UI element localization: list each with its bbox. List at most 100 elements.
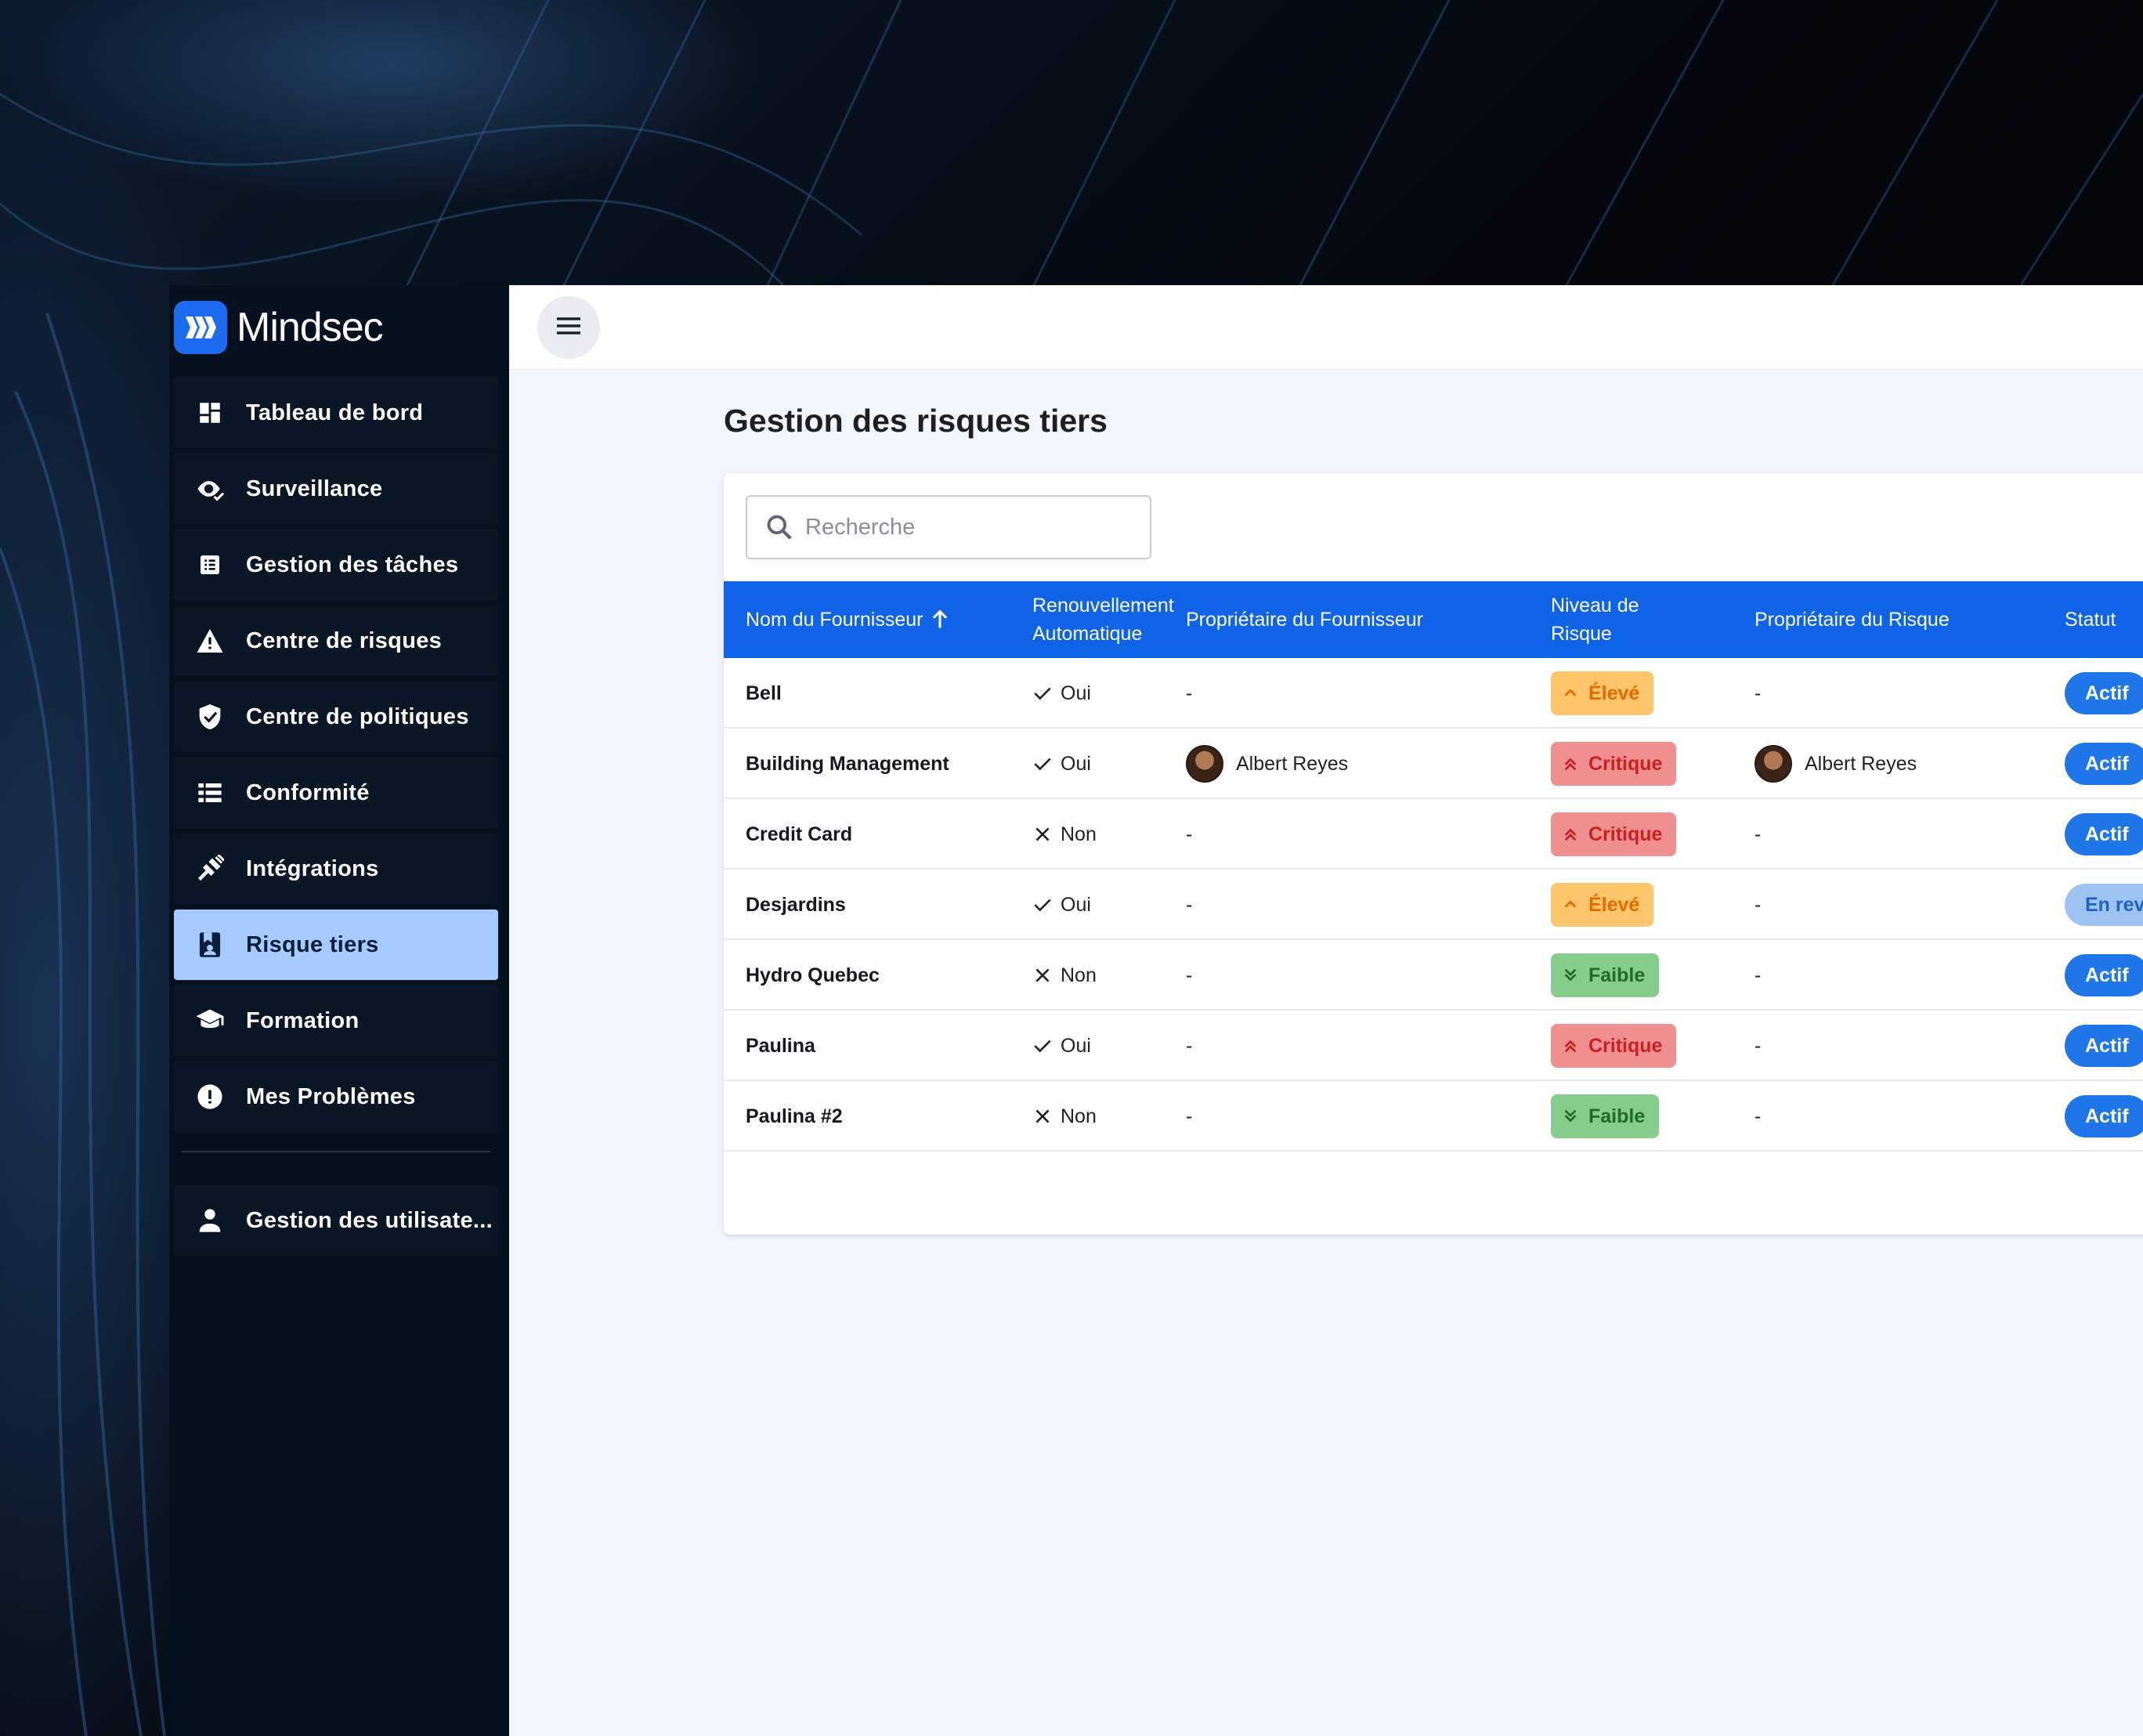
- sidebar-item-gestion-des-taches[interactable]: Gestion des tâches: [174, 530, 498, 600]
- status-badge[interactable]: Actif: [2065, 813, 2143, 855]
- risk-level-cell: Élevé: [1551, 658, 1654, 729]
- table-row[interactable]: Credit Card Non - Critique - Actif: [724, 799, 2143, 870]
- sort-ascending-icon[interactable]: [929, 609, 951, 631]
- graduation-cap-icon: [194, 1005, 226, 1036]
- vendor-owner-cell: -: [1186, 1081, 1192, 1152]
- status-badge[interactable]: Actif: [2065, 1095, 2143, 1137]
- vendor-owner-cell: -: [1186, 658, 1192, 729]
- auto-renewal-value: Non: [1061, 964, 1097, 986]
- chevron-up-icon: [1562, 685, 1579, 702]
- vendor-name-cell: Credit Card: [746, 799, 852, 870]
- sidebar-item-conformite[interactable]: Conformité: [174, 758, 498, 828]
- table-body: Bell Oui - Élevé - Actif Building Management Ou…: [724, 658, 2143, 1152]
- owner-name: Albert Reyes: [1236, 752, 1349, 775]
- risk-level-badge: Faible: [1551, 1094, 1660, 1138]
- vendor-name: Hydro Quebec: [746, 964, 880, 986]
- column-header-vendor-name[interactable]: Nom du Fournisseur: [746, 581, 951, 658]
- menu-toggle-button[interactable]: [537, 296, 600, 359]
- status-badge[interactable]: Actif: [2065, 743, 2143, 785]
- vendor-risk-icon: [194, 929, 226, 960]
- sidebar-item-integrations[interactable]: Intégrations: [174, 834, 498, 904]
- column-header-auto-renewal[interactable]: Renouvellement Automatique: [1032, 581, 1174, 658]
- column-header-label-line-1: Niveau de: [1551, 595, 1639, 617]
- sidebar-item-centre-de-politiques[interactable]: Centre de politiques: [174, 682, 498, 752]
- check-icon: [1032, 754, 1053, 774]
- sidebar-item-surveillance[interactable]: Surveillance: [174, 454, 498, 524]
- vendor-owner-cell: -: [1186, 799, 1192, 870]
- auto-renewal-cell: Non: [1032, 799, 1097, 870]
- top-bar: [509, 285, 2143, 370]
- vendor-name-cell: Bell: [746, 658, 782, 729]
- shield-check-icon: [194, 701, 226, 732]
- auto-renewal-cell: Non: [1032, 1081, 1097, 1152]
- risk-level-badge: Élevé: [1551, 671, 1654, 715]
- empty-value: -: [1186, 893, 1193, 916]
- sidebar-item-label: Conformité: [246, 779, 370, 805]
- sidebar-item-centre-de-risques[interactable]: Centre de risques: [174, 606, 498, 676]
- sidebar-item-label: Gestion des utilisate...: [246, 1207, 493, 1233]
- risk-level-badge: Critique: [1551, 812, 1677, 856]
- sidebar-item-tableau-de-bord[interactable]: Tableau de bord: [174, 378, 498, 448]
- sidebar-item-label: Gestion des tâches: [246, 552, 459, 577]
- column-header-label: Propriétaire du Risque: [1755, 609, 1950, 631]
- sidebar: Mindsec Tableau de bord Surveillance Ges…: [169, 285, 509, 1736]
- vendor-name: Paulina #2: [746, 1105, 843, 1127]
- main-content: Gestion des risques tiers Nom du Fournis…: [509, 370, 2143, 1736]
- auto-renewal-cell: Oui: [1032, 870, 1091, 940]
- empty-value: -: [1755, 1105, 1762, 1127]
- status-badge[interactable]: Actif: [2065, 1025, 2143, 1067]
- status-cell: Actif: [2065, 729, 2143, 799]
- hamburger-menu-icon: [555, 316, 582, 340]
- vendor-name: Paulina: [746, 1034, 815, 1057]
- plug-icon: [194, 853, 226, 884]
- risk-level-cell: Critique: [1551, 799, 1677, 870]
- status-cell: Actif: [2065, 1081, 2143, 1152]
- avatar: [1186, 745, 1223, 783]
- sidebar-item-mes-problemes[interactable]: Mes Problèmes: [174, 1061, 498, 1132]
- column-header-risk-level[interactable]: Niveau de Risque: [1551, 581, 1639, 658]
- table-row[interactable]: Desjardins Oui - Élevé - En rev: [724, 870, 2143, 940]
- column-header-vendor-owner[interactable]: Propriétaire du Fournisseur: [1186, 581, 1423, 658]
- dashboard-icon: [194, 397, 226, 429]
- risk-level-badge: Critique: [1551, 742, 1677, 786]
- sidebar-item-label: Formation: [246, 1007, 360, 1033]
- risk-owner-cell: Albert Reyes: [1755, 729, 1917, 799]
- risk-level-cell: Faible: [1551, 940, 1660, 1011]
- status-cell: Actif: [2065, 658, 2143, 729]
- column-header-status[interactable]: Statut: [2065, 581, 2116, 658]
- table-row[interactable]: Building Management Oui Albert Reyes Critiq…: [724, 729, 2143, 799]
- table-row[interactable]: Paulina #2 Non - Faible - Actif: [724, 1081, 2143, 1152]
- double-chevron-down-icon: [1562, 967, 1579, 984]
- sidebar-item-formation[interactable]: Formation: [174, 986, 498, 1056]
- double-chevron-up-icon: [1562, 755, 1579, 772]
- check-icon: [1032, 683, 1053, 703]
- app-name: Mindsec: [237, 305, 384, 350]
- column-header-label-line-2: Automatique: [1032, 623, 1143, 645]
- user-icon: [194, 1205, 226, 1236]
- table-row[interactable]: Paulina Oui - Critique - Actif: [724, 1011, 2143, 1081]
- empty-value: -: [1755, 682, 1762, 704]
- sidebar-item-label: Centre de politiques: [246, 703, 469, 729]
- empty-value: -: [1186, 964, 1193, 986]
- status-badge[interactable]: En rev: [2065, 884, 2143, 926]
- table-row[interactable]: Hydro Quebec Non - Faible - Actif: [724, 940, 2143, 1011]
- sidebar-item-label: Intégrations: [246, 855, 379, 881]
- sidebar-item-gestion-des-utilisateurs[interactable]: Gestion des utilisate...: [174, 1185, 498, 1256]
- check-icon: [1032, 895, 1053, 915]
- list-icon: [194, 777, 226, 808]
- auto-renewal-value: Oui: [1061, 1034, 1091, 1057]
- sidebar-item-risque-tiers[interactable]: Risque tiers: [174, 910, 498, 980]
- column-header-risk-owner[interactable]: Propriétaire du Risque: [1755, 581, 1950, 658]
- search-input[interactable]: [805, 514, 1134, 541]
- app-logo[interactable]: Mindsec: [174, 301, 384, 354]
- empty-value: -: [1755, 1034, 1762, 1057]
- table-row[interactable]: Bell Oui - Élevé - Actif: [724, 658, 2143, 729]
- vendor-table-card: Nom du Fournisseur Renouvellement Automa…: [724, 473, 2143, 1235]
- vendor-name-cell: Paulina #2: [746, 1081, 843, 1152]
- search-box[interactable]: [746, 495, 1151, 559]
- column-header-label-line-2: Risque: [1551, 623, 1612, 645]
- risk-level-label: Faible: [1588, 1105, 1646, 1127]
- status-badge[interactable]: Actif: [2065, 672, 2143, 714]
- auto-renewal-value: Non: [1061, 1105, 1097, 1127]
- status-badge[interactable]: Actif: [2065, 954, 2143, 996]
